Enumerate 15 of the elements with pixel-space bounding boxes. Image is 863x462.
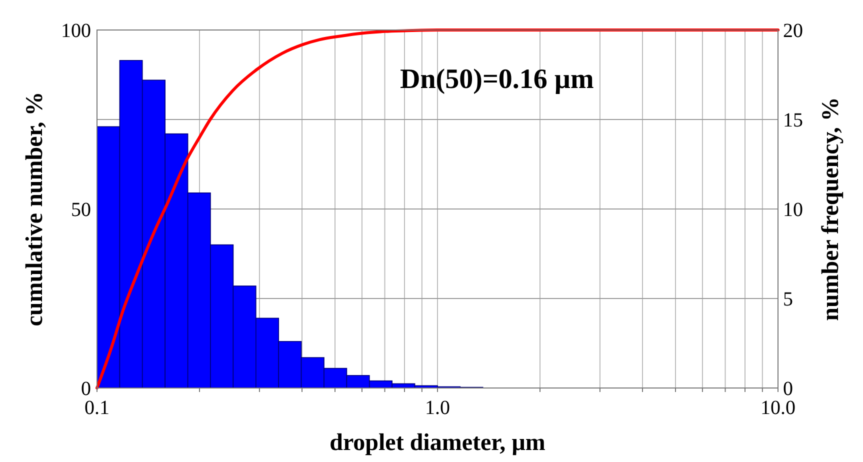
y-tick-label: 0: [81, 378, 91, 400]
y2-tick-label: 15: [783, 110, 803, 132]
y-tick-label: 50: [71, 199, 91, 221]
x-tick-label: 10.0: [760, 397, 796, 419]
x-tick-label: 1.0: [425, 397, 450, 419]
y2-tick-label: 20: [783, 20, 803, 42]
y2-tick-label: 5: [783, 288, 793, 310]
y2-tick-label: 10: [783, 199, 803, 221]
y-axis-title: cumulative number, %: [22, 92, 48, 326]
x-tick-label: 0.1: [84, 397, 110, 419]
y2-axis-title: number frequency, %: [818, 97, 844, 321]
y2-tick-label: 0: [783, 378, 793, 400]
x-axis-title: droplet diameter, µm: [330, 430, 546, 456]
y-tick-label: 100: [61, 20, 91, 42]
annotation: Dn(50)=0.16 µm: [400, 64, 594, 95]
